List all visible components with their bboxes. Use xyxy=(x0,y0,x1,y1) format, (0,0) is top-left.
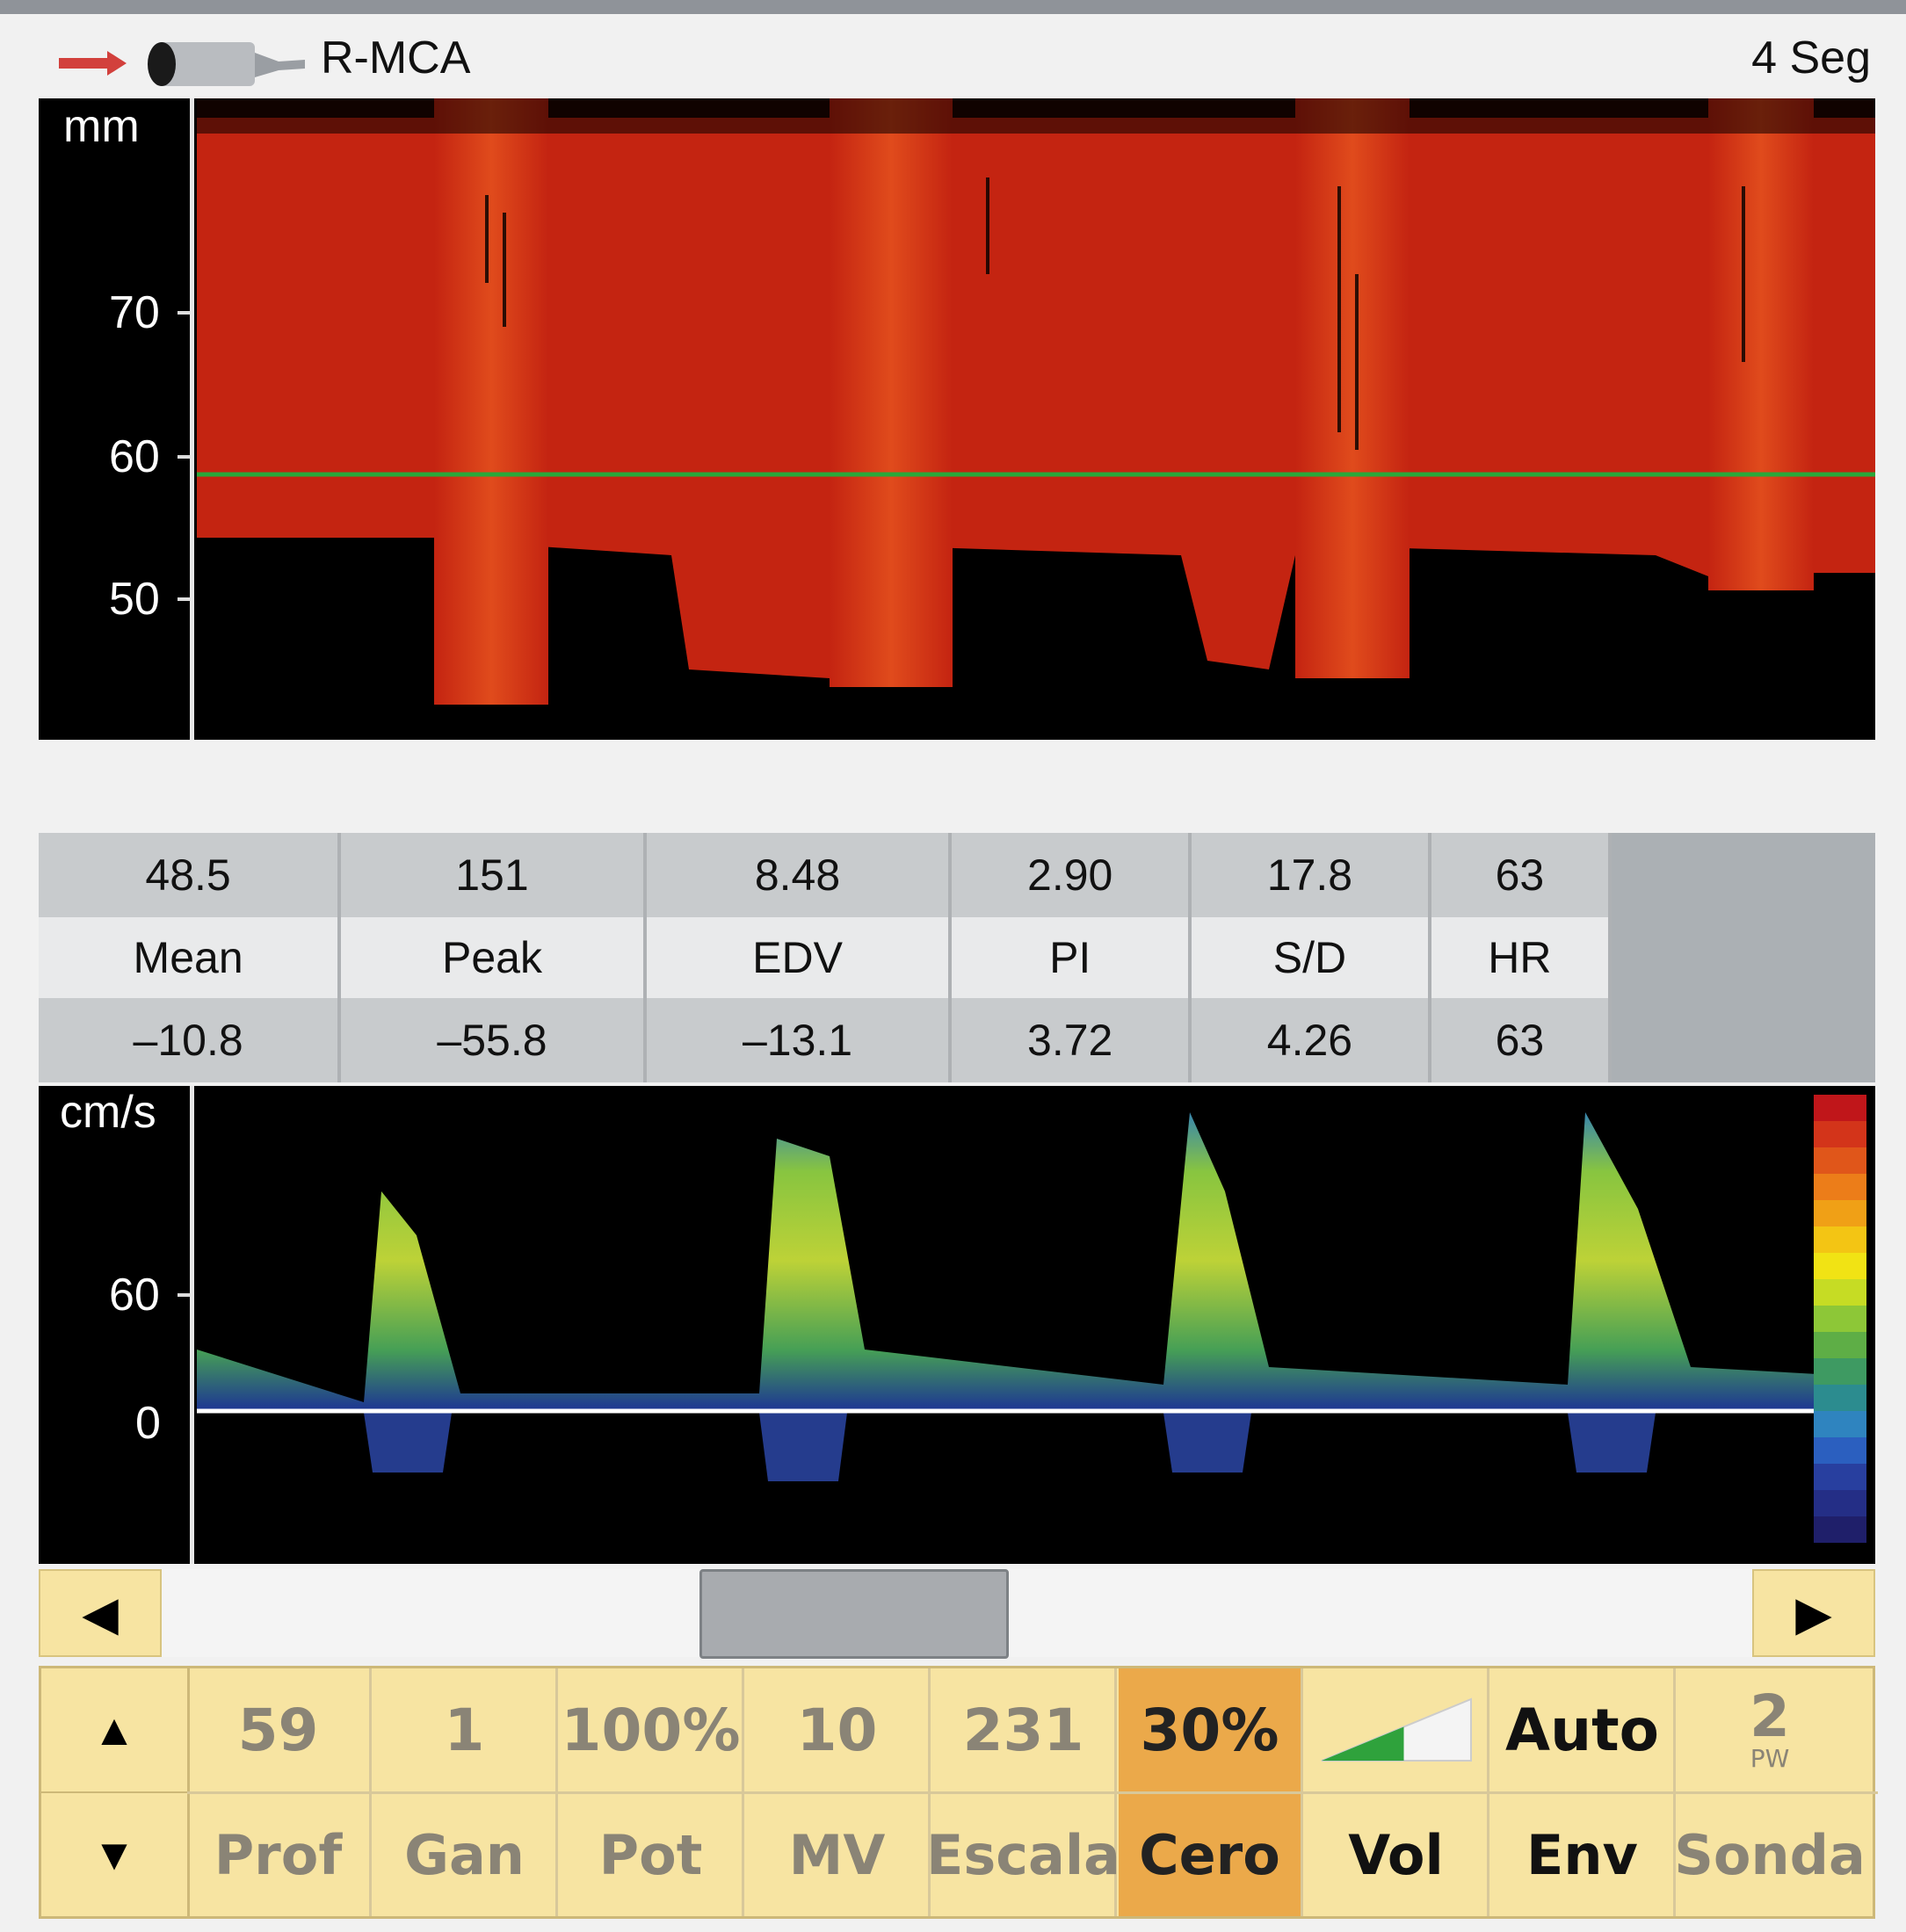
spectrum-image xyxy=(197,1112,1849,1481)
sonda-value[interactable]: 2 PW xyxy=(1678,1668,1862,1791)
vol-label[interactable]: Vol xyxy=(1305,1793,1489,1916)
gan-value[interactable]: 1 xyxy=(373,1668,558,1791)
pi-reverse: 3.72 xyxy=(950,997,1192,1082)
sonda-number: 2 xyxy=(1750,1682,1790,1750)
hr-current: 63 xyxy=(1429,833,1612,918)
env-value[interactable]: Auto xyxy=(1491,1668,1676,1791)
spectrum-tick-60: 60 xyxy=(109,1270,160,1321)
spectrum-tick-0: 0 xyxy=(135,1398,161,1449)
pot-label[interactable]: Pot xyxy=(560,1793,744,1916)
mmode-axis-line xyxy=(190,98,194,740)
hr-label: HR xyxy=(1429,917,1612,998)
color-scale-step xyxy=(1814,1437,1866,1464)
color-scale-step xyxy=(1814,1385,1866,1411)
step-up-button[interactable]: ▲ xyxy=(41,1668,190,1794)
mv-value[interactable]: 10 xyxy=(746,1668,931,1791)
color-scale-step xyxy=(1814,1358,1866,1385)
peak-reverse: –55.8 xyxy=(339,997,647,1082)
hr-reverse: 63 xyxy=(1429,997,1612,1082)
spectrum-unit: cm/s xyxy=(60,1087,156,1138)
env-label[interactable]: Env xyxy=(1491,1793,1676,1916)
cero-value[interactable]: 30% xyxy=(1119,1668,1303,1791)
color-scale-step xyxy=(1814,1121,1866,1147)
sd-current: 17.8 xyxy=(1190,833,1431,918)
color-scale-step xyxy=(1814,1332,1866,1358)
color-scale-step xyxy=(1814,1306,1866,1332)
color-scale-step xyxy=(1814,1516,1866,1543)
color-scale-bar xyxy=(1814,1095,1866,1543)
peak-label: Peak xyxy=(339,917,647,998)
color-scale-step xyxy=(1814,1411,1866,1437)
probe-icon xyxy=(59,42,305,86)
pi-current: 2.90 xyxy=(950,833,1192,918)
control-divider xyxy=(187,1791,1878,1794)
color-scale-step xyxy=(1814,1279,1866,1306)
scroll-thumb[interactable] xyxy=(699,1569,1010,1659)
vessel-label: R-MCA xyxy=(321,33,471,83)
mmode-tick-mark xyxy=(178,455,190,459)
gan-label[interactable]: Gan xyxy=(373,1793,558,1916)
mmode-tick-mark xyxy=(178,597,190,601)
time-span-label: 4 Seg xyxy=(1751,33,1871,83)
color-scale-step xyxy=(1814,1200,1866,1226)
spectrum-envelope xyxy=(197,1112,1849,1409)
step-down-button[interactable]: ▼ xyxy=(41,1793,190,1916)
measurements-empty-area xyxy=(1612,833,1875,1082)
control-panel: ▲ ▼ 59 Prof 1 Gan 100% Pot 10 MV 231 Esc… xyxy=(39,1666,1878,1919)
mean-label: Mean xyxy=(39,917,342,998)
color-scale-step xyxy=(1814,1174,1866,1200)
mmode-tick-70: 70 xyxy=(109,287,160,338)
mmode-panel: mm 70 60 50 xyxy=(39,98,1875,740)
scroll-left-button[interactable]: ◀ xyxy=(39,1569,162,1657)
color-scale-step xyxy=(1814,1253,1866,1279)
vol-value[interactable] xyxy=(1305,1668,1489,1791)
sonda-mode: PW xyxy=(1750,1744,1790,1773)
color-scale-step xyxy=(1814,1147,1866,1174)
measurements-table: 48.5 151 8.48 2.90 17.8 63 Mean Peak EDV… xyxy=(39,833,1612,1082)
edv-reverse: –13.1 xyxy=(644,997,953,1082)
mmode-unit: mm xyxy=(63,101,140,152)
mmode-tick-60: 60 xyxy=(109,431,160,482)
volume-ramp-icon xyxy=(1321,1697,1472,1762)
pi-label: PI xyxy=(950,917,1192,998)
sd-reverse: 4.26 xyxy=(1190,997,1431,1082)
color-scale-step xyxy=(1814,1490,1866,1516)
mmode-image xyxy=(197,98,1875,740)
escala-label[interactable]: Escala xyxy=(926,1793,1120,1916)
escala-value[interactable]: 231 xyxy=(932,1668,1117,1791)
mean-current: 48.5 xyxy=(39,833,342,918)
edv-current: 8.48 xyxy=(644,833,953,918)
mv-label[interactable]: MV xyxy=(746,1793,931,1916)
prof-label[interactable]: Prof xyxy=(187,1793,372,1916)
color-scale-step xyxy=(1814,1464,1866,1490)
color-scale-step xyxy=(1814,1095,1866,1121)
spectrum-tick-mark xyxy=(178,1293,190,1297)
mean-reverse: –10.8 xyxy=(39,997,342,1082)
pot-value[interactable]: 100% xyxy=(560,1668,744,1791)
edv-label: EDV xyxy=(644,917,953,998)
sd-label: S/D xyxy=(1190,917,1431,998)
window-top-border xyxy=(0,0,1906,14)
color-scale-step xyxy=(1814,1226,1866,1253)
cero-label[interactable]: Cero xyxy=(1119,1793,1303,1916)
spectrum-axis-line xyxy=(190,1086,194,1564)
scroll-right-button[interactable]: ▶ xyxy=(1752,1569,1875,1657)
prof-value[interactable]: 59 xyxy=(187,1668,372,1791)
sonda-label[interactable]: Sonda xyxy=(1674,1822,1866,1887)
mmode-tick-50: 50 xyxy=(109,574,160,625)
mmode-tick-mark xyxy=(178,311,190,315)
peak-current: 151 xyxy=(339,833,647,918)
spectrum-panel: cm/s 60 0 xyxy=(39,1086,1875,1564)
